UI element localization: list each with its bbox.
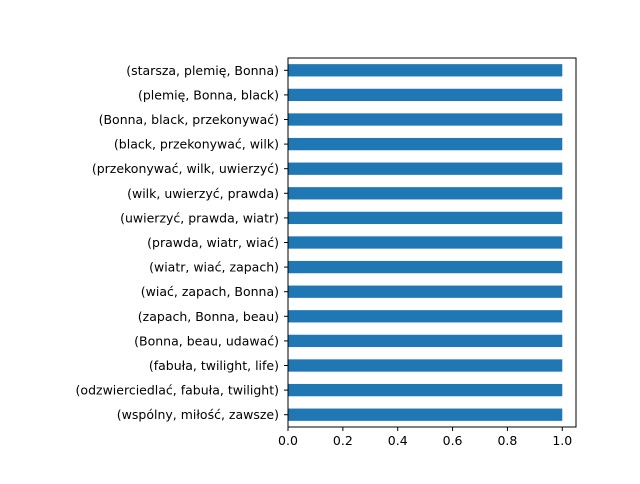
bar — [288, 285, 563, 298]
x-tick-label: 0.4 — [388, 433, 408, 448]
x-tick-label: 0.8 — [497, 433, 517, 448]
y-tick-label: (prawda, wiatr, wiać) — [147, 235, 279, 250]
y-tick-label: (fabuła, twilight, life) — [149, 358, 279, 373]
x-tick-label: 1.0 — [552, 433, 572, 448]
y-tick-label: (zapach, Bonna, beau) — [138, 309, 279, 324]
bar — [288, 310, 563, 323]
x-tick-label: 0.2 — [333, 433, 353, 448]
bar — [288, 113, 563, 126]
plot-area-frame — [287, 57, 577, 428]
bar — [288, 334, 563, 348]
y-tick-label: (Bonna, beau, udawać) — [134, 333, 279, 348]
x-tick-label: 0.6 — [443, 433, 463, 448]
y-tick-label: (przekonywać, wilk, uwierzyć) — [92, 161, 279, 176]
y-tick-label: (odzwierciedlać, fabuła, twilight) — [76, 383, 279, 398]
bar — [288, 211, 563, 225]
x-axis-ticks: 0.0 0.2 0.4 0.6 0.8 1.0 — [278, 427, 572, 448]
bar — [288, 260, 563, 274]
x-tick-label: 0.0 — [278, 433, 298, 448]
y-tick-label: (wspólny, miłość, zawsze) — [117, 407, 279, 422]
bar — [288, 137, 563, 151]
y-tick-label: (wilk, uwierzyć, prawda) — [127, 186, 279, 201]
bar — [288, 236, 563, 249]
y-tick-label: (black, przekonywać, wilk) — [114, 137, 279, 152]
y-tick-label: (uwierzyć, prawda, wiatr) — [120, 210, 279, 225]
y-axis-ticks: (starsza, plemię, Bonna) (plemię, Bonna, … — [76, 63, 288, 422]
bar — [288, 88, 563, 102]
bar — [288, 359, 563, 372]
bar — [288, 64, 563, 77]
y-tick-label: (starsza, plemię, Bonna) — [126, 63, 279, 78]
bar — [288, 408, 563, 421]
bars-group — [288, 64, 563, 421]
y-tick-label: (plemię, Bonna, black) — [138, 87, 279, 102]
y-tick-label: (wiatr, wiać, zapach) — [149, 260, 279, 275]
bar — [288, 187, 563, 200]
bar — [288, 383, 563, 397]
y-tick-label: (Bonna, black, przekonywać) — [99, 112, 279, 127]
y-tick-label: (wiać, zapach, Bonna) — [141, 284, 279, 299]
bar — [288, 162, 563, 175]
